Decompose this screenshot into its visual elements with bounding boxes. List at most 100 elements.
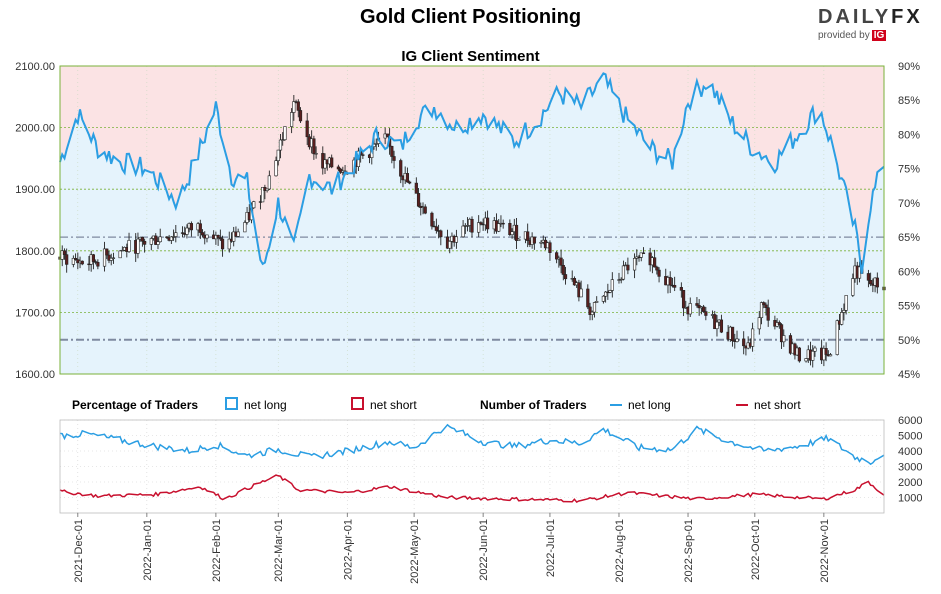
candle-body bbox=[361, 154, 365, 156]
right-tick-label: 80% bbox=[898, 129, 920, 141]
candle-body bbox=[563, 274, 568, 280]
candle-body bbox=[156, 241, 160, 245]
left-tick-label: 1800.00 bbox=[15, 246, 55, 258]
candle-body bbox=[588, 306, 592, 315]
candle-body bbox=[111, 257, 116, 259]
candle-body bbox=[782, 335, 786, 343]
candle-body bbox=[514, 224, 519, 241]
candle-body bbox=[336, 166, 340, 170]
candle-body bbox=[185, 227, 189, 235]
right-tick-label: 50% bbox=[898, 335, 920, 347]
candle-body bbox=[414, 182, 418, 194]
brand-wordmark: DAILYFX bbox=[818, 6, 938, 29]
candle-body bbox=[405, 173, 410, 183]
candle-body bbox=[548, 242, 552, 253]
right-tick-label: 65% bbox=[898, 232, 920, 244]
x-tick-label: 2022-Sep-01 bbox=[683, 519, 695, 583]
candle-body bbox=[673, 285, 677, 288]
candle-body bbox=[439, 230, 443, 238]
candle-body bbox=[477, 222, 481, 233]
candle-body bbox=[143, 240, 147, 245]
candle-body bbox=[657, 269, 661, 277]
candle-body bbox=[94, 261, 98, 263]
candle-body bbox=[252, 201, 256, 209]
sub-tick-label: 3000 bbox=[898, 462, 922, 474]
candle-body bbox=[730, 326, 735, 342]
candle-body bbox=[174, 232, 178, 237]
net-long-count-line bbox=[59, 423, 885, 466]
candle-body bbox=[96, 262, 100, 267]
candle-body bbox=[608, 290, 612, 293]
candle-body bbox=[766, 307, 770, 321]
candle-body bbox=[390, 145, 394, 157]
right-tick-label: 70% bbox=[898, 198, 920, 210]
left-tick-label: 1900.00 bbox=[15, 184, 55, 196]
sub-tick-label: 5000 bbox=[898, 431, 922, 443]
candle-body bbox=[719, 319, 724, 333]
candle-body bbox=[290, 112, 294, 127]
candle-body bbox=[408, 181, 412, 184]
candle-body bbox=[430, 212, 434, 227]
candle-body bbox=[679, 287, 683, 291]
brand-part-b: Y bbox=[874, 6, 892, 28]
candle-body bbox=[265, 188, 269, 191]
candle-body bbox=[559, 257, 563, 266]
candle-body bbox=[314, 153, 318, 155]
candle-body bbox=[828, 354, 833, 357]
candle-body bbox=[632, 258, 637, 271]
candle-body bbox=[704, 311, 708, 316]
candle-body bbox=[539, 241, 543, 244]
candle-body bbox=[312, 138, 316, 155]
candle-body bbox=[695, 303, 699, 306]
candle-body bbox=[641, 252, 646, 254]
candle-body bbox=[742, 338, 746, 347]
candle-body bbox=[866, 273, 871, 281]
candle-body bbox=[236, 231, 240, 237]
candle-body bbox=[840, 312, 844, 325]
candle-body bbox=[639, 252, 643, 258]
candle-body bbox=[470, 218, 474, 233]
traders-series bbox=[59, 423, 885, 504]
candle-body bbox=[844, 295, 848, 311]
chart-title: Gold Client Positioning bbox=[359, 6, 582, 28]
candle-body bbox=[842, 310, 846, 313]
legend-pct-title: Percentage of Traders bbox=[72, 398, 198, 412]
candle-body bbox=[169, 236, 173, 241]
candle-body bbox=[592, 302, 597, 313]
candle-body bbox=[590, 311, 594, 315]
candle-body bbox=[804, 358, 808, 362]
candle-body bbox=[586, 288, 590, 308]
candle-body bbox=[610, 279, 614, 291]
left-tick-label: 1700.00 bbox=[15, 307, 55, 319]
candle-body bbox=[797, 347, 801, 362]
candle-body bbox=[668, 277, 672, 286]
candle-body bbox=[180, 232, 185, 234]
candle-body bbox=[595, 301, 599, 303]
candle-body bbox=[189, 223, 193, 231]
candle-body bbox=[60, 250, 64, 260]
candle-body bbox=[105, 248, 109, 256]
candle-body bbox=[154, 235, 158, 245]
right-axis-ticks: 45% 50% 55% 60% 65% 70% 75% 80% 85% 90% bbox=[898, 61, 920, 381]
chart-subtitle: IG Client Sentiment bbox=[401, 48, 540, 65]
candle-body bbox=[813, 347, 817, 352]
candle-body bbox=[330, 157, 334, 168]
legend-pct-short-swatch bbox=[351, 397, 364, 410]
brand-part-c: FX bbox=[891, 6, 923, 28]
main-plot-border bbox=[59, 65, 885, 375]
candle-body bbox=[619, 278, 623, 281]
candle-body bbox=[243, 222, 247, 233]
candle-body bbox=[702, 306, 706, 312]
candle-body bbox=[374, 143, 378, 145]
legend-num-short-label: net short bbox=[754, 398, 801, 412]
candle-body bbox=[305, 120, 309, 138]
candle-body bbox=[140, 236, 145, 242]
net-long-pct-line bbox=[59, 72, 885, 274]
x-tick-label: 2022-Mar-01 bbox=[273, 519, 285, 582]
candle-body bbox=[227, 238, 231, 250]
candle-body bbox=[149, 238, 153, 245]
legend-num-title: Number of Traders bbox=[480, 398, 587, 412]
candle-body bbox=[281, 139, 285, 141]
right-tick-label: 75% bbox=[898, 164, 920, 176]
candle-body bbox=[136, 238, 140, 254]
